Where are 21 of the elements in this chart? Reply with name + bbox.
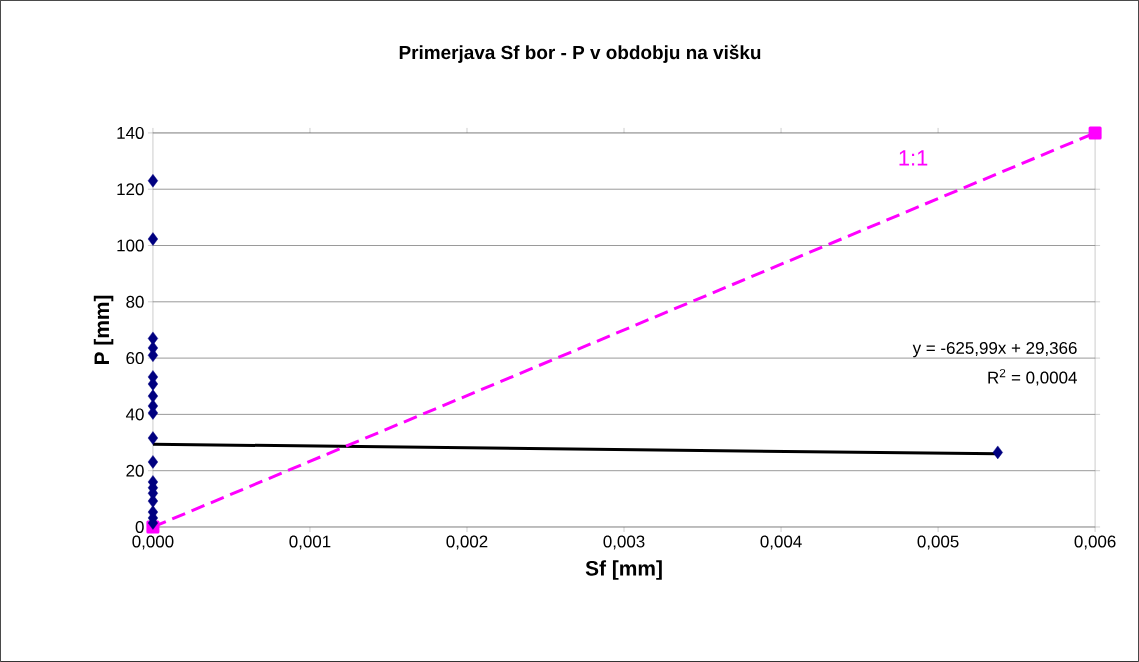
x-tick-label: 0,006 xyxy=(1074,535,1116,550)
x-tick-label: 0,000 xyxy=(132,535,174,550)
y-tick-label: 0 xyxy=(135,521,144,534)
x-tick-label: 0,002 xyxy=(446,535,488,550)
y-tick-label: 120 xyxy=(117,183,144,196)
annotation: R$^{2}$ = 0,0004 xyxy=(988,368,1077,386)
x-tick-label: 0,004 xyxy=(760,535,802,550)
y-tick-label: 60 xyxy=(126,352,144,365)
y-tick-label: 80 xyxy=(126,295,144,308)
annotation: y = -625,99x + 29,366 xyxy=(912,342,1077,358)
y-tick-label: 100 xyxy=(117,239,144,252)
x-axis-title: Sf [mm] xyxy=(585,560,662,580)
series-label: 1:1 xyxy=(899,150,928,166)
chart-title: Primerjava Sf bor - P v obdobju na višku xyxy=(399,44,761,63)
y-tick-label: 140 xyxy=(117,126,144,139)
x-tick-label: 0,003 xyxy=(603,535,645,550)
y-axis-title: P [mm] xyxy=(93,295,114,365)
y-tick-label: 40 xyxy=(125,408,144,421)
y-tick-label: 20 xyxy=(126,464,144,477)
x-tick-label: 0,005 xyxy=(917,535,959,550)
x-tick-label: 0,001 xyxy=(289,535,331,550)
